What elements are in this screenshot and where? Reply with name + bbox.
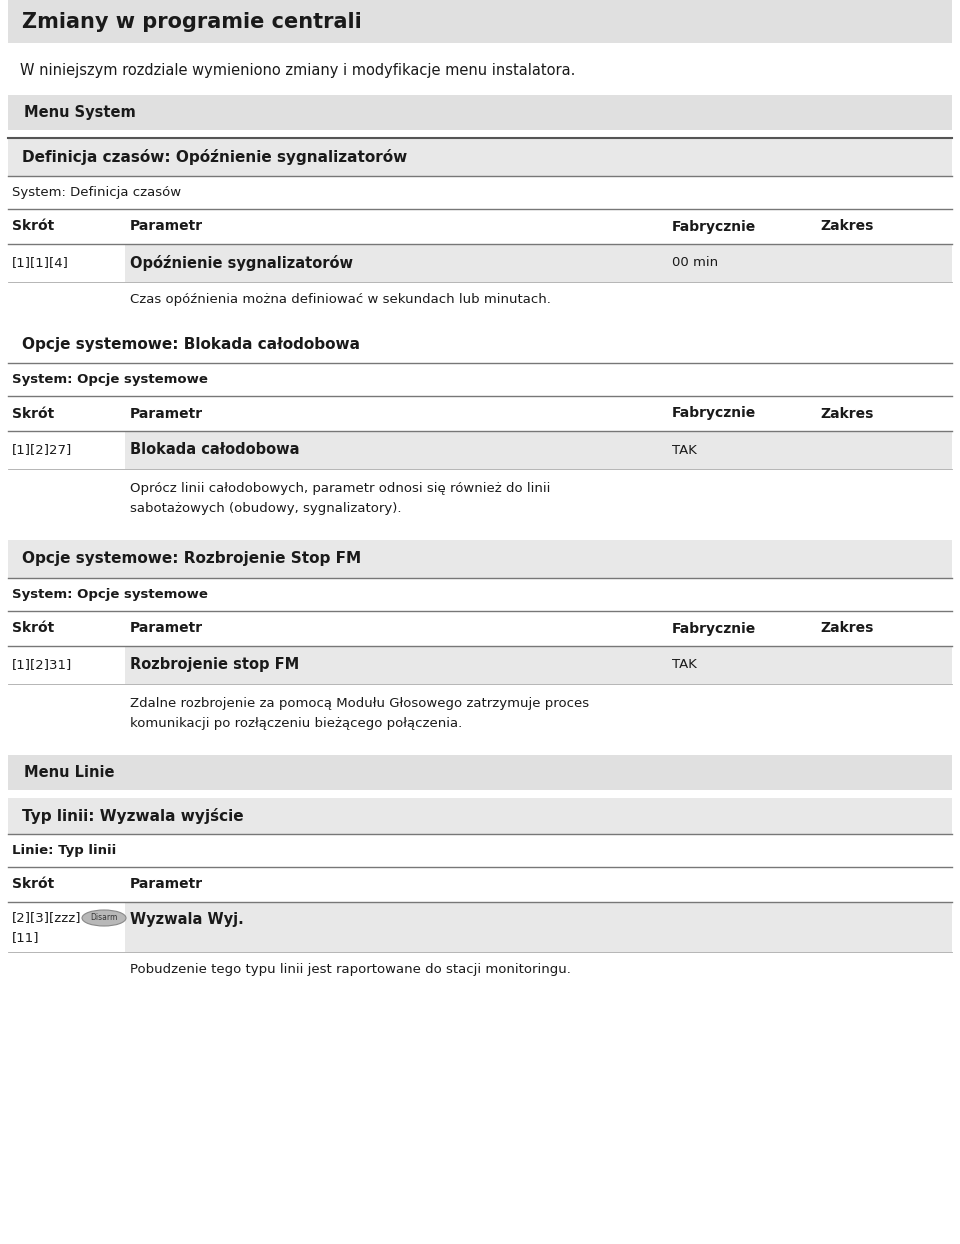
Text: Typ linii: Wyzwala wyjście: Typ linii: Wyzwala wyjście (22, 809, 244, 824)
Text: Parametr: Parametr (130, 877, 204, 892)
Text: Zakres: Zakres (820, 407, 874, 420)
Text: Opóźnienie sygnalizatorów: Opóźnienie sygnalizatorów (130, 255, 353, 271)
Text: Menu Linie: Menu Linie (24, 765, 114, 780)
Text: TAK: TAK (672, 444, 697, 457)
Bar (8, 797, 952, 833)
Ellipse shape (82, 911, 126, 926)
Text: [1][2]31]: [1][2]31] (12, 658, 72, 672)
Text: 00 min: 00 min (672, 256, 718, 270)
Text: Zmiany w programie centrali: Zmiany w programie centrali (22, 11, 362, 31)
Text: Definicja czasów: Opóźnienie sygnalizatorów: Definicja czasów: Opóźnienie sygnalizato… (22, 149, 407, 165)
Text: System: Opcje systemowe: System: Opcje systemowe (12, 373, 208, 386)
Text: Zakres: Zakres (820, 622, 874, 636)
Text: Fabrycznie: Fabrycznie (672, 407, 756, 420)
Text: Skrót: Skrót (12, 622, 55, 636)
Text: Pobudzenie tego typu linii jest raportowane do stacji monitoringu.: Pobudzenie tego typu linii jest raportow… (130, 963, 571, 977)
Text: Parametr: Parametr (130, 407, 204, 420)
Text: Skrót: Skrót (12, 877, 55, 892)
Text: Parametr: Parametr (130, 219, 204, 234)
Text: Czas opóźnienia można definiować w sekundach lub minutach.: Czas opóźnienia można definiować w sekun… (130, 294, 551, 306)
Bar (8, 0, 952, 44)
Text: Menu System: Menu System (24, 104, 135, 119)
Text: System: Definicja czasów: System: Definicja czasów (12, 187, 181, 199)
Text: Rozbrojenie stop FM: Rozbrojenie stop FM (130, 658, 300, 673)
Bar (125, 244, 952, 282)
Text: Blokada całodobowa: Blokada całodobowa (130, 443, 300, 458)
Bar (8, 95, 952, 131)
Text: Wyzwala Wyj.: Wyzwala Wyj. (130, 912, 244, 927)
Bar (8, 755, 952, 790)
Bar (8, 138, 952, 175)
Text: Zakres: Zakres (820, 219, 874, 234)
Text: komunikacji po rozłączeniu bieżącego połączenia.: komunikacji po rozłączeniu bieżącego poł… (130, 717, 463, 730)
Text: [11]: [11] (12, 932, 39, 944)
Text: Disarm: Disarm (90, 913, 118, 923)
Text: sabotażowych (obudowy, sygnalizatory).: sabotażowych (obudowy, sygnalizatory). (130, 503, 401, 515)
Text: Linie: Typ linii: Linie: Typ linii (12, 843, 116, 857)
Text: Parametr: Parametr (130, 622, 204, 636)
Text: Opcje systemowe: Blokada całodobowa: Opcje systemowe: Blokada całodobowa (22, 336, 360, 352)
Text: Opcje systemowe: Rozbrojenie Stop FM: Opcje systemowe: Rozbrojenie Stop FM (22, 551, 361, 566)
Bar (125, 902, 952, 952)
Bar (8, 540, 952, 578)
Text: [1][2]27]: [1][2]27] (12, 444, 72, 457)
Text: [1][1][4]: [1][1][4] (12, 256, 69, 270)
Text: W niniejszym rozdziale wymieniono zmiany i modyfikacje menu instalatora.: W niniejszym rozdziale wymieniono zmiany… (20, 63, 575, 78)
Text: Fabrycznie: Fabrycznie (672, 219, 756, 234)
Text: Oprócz linii całodobowych, parametr odnosi się również do linii: Oprócz linii całodobowych, parametr odno… (130, 481, 550, 495)
Text: Skrót: Skrót (12, 219, 55, 234)
Text: Fabrycznie: Fabrycznie (672, 622, 756, 636)
Text: TAK: TAK (672, 658, 697, 672)
Text: Zdalne rozbrojenie za pomocą Modułu Głosowego zatrzymuje proces: Zdalne rozbrojenie za pomocą Modułu Głos… (130, 697, 589, 710)
Bar (125, 646, 952, 684)
Text: [2][3][zzz]: [2][3][zzz] (12, 912, 82, 924)
Text: System: Opcje systemowe: System: Opcje systemowe (12, 588, 208, 601)
Text: Skrót: Skrót (12, 407, 55, 420)
Bar (125, 430, 952, 469)
